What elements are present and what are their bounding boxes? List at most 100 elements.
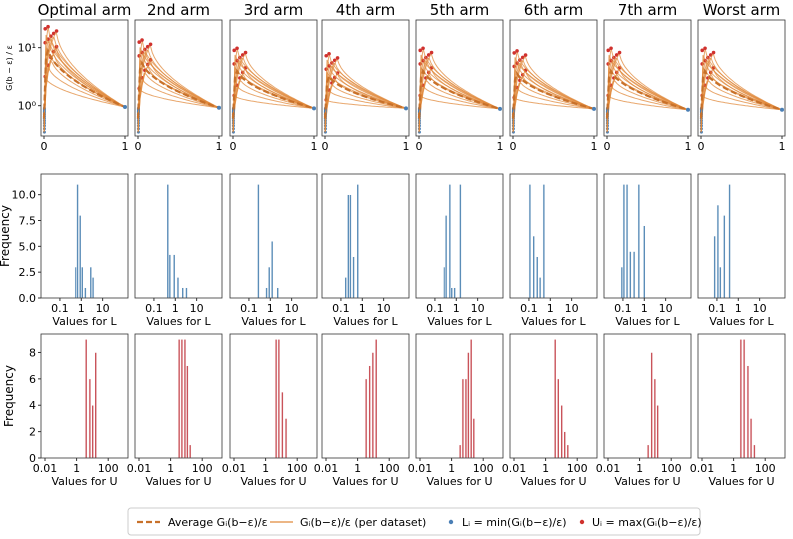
legend-label-U: Uᵢ = max(Gᵢ(b−ε)/ε) (592, 516, 702, 529)
x-tick-label: 0.01 (408, 462, 433, 475)
hist-bar (553, 338, 557, 459)
hist-bar (538, 277, 542, 299)
dataset-line (137, 39, 220, 133)
axes-frame (40, 19, 129, 137)
hist-bar (80, 266, 84, 299)
hist-bar (347, 194, 350, 299)
max-point (335, 56, 340, 60)
y-tick-label: 2 (29, 426, 36, 439)
x-tick-label: 1 (78, 302, 85, 315)
line-panel-6: 6th arm 0 1 (510, 1, 598, 153)
x-axis-label: Values for U (426, 475, 492, 488)
hist-bar (356, 184, 360, 299)
hist-bar (352, 256, 355, 299)
x-axis-label: Values for L (241, 315, 306, 328)
dataset-line (606, 95, 689, 133)
x-tick-label: 10 (471, 302, 485, 315)
hist-bar (753, 444, 756, 459)
line-panel-2: 2nd arm 0 1 (135, 1, 223, 153)
hist-bar (716, 204, 720, 299)
end-point (123, 104, 127, 109)
hist-bar (281, 391, 284, 459)
y-tick-label: 8 (29, 346, 36, 359)
max-point (232, 48, 237, 53)
hist-bar (461, 378, 465, 459)
dataset-line (418, 83, 501, 133)
x-tick-label: 0.01 (314, 462, 339, 475)
dataset-line (232, 83, 315, 133)
x-tick-label: 1 (730, 462, 737, 475)
column-title: 4th arm (336, 1, 395, 19)
x-tick-label: 10 (659, 302, 673, 315)
x-tick-label: 1 (311, 140, 318, 153)
axes-frame (134, 19, 223, 137)
x-tick-label: 1 (453, 302, 460, 315)
hist-bar (464, 378, 468, 459)
axes-frame (229, 333, 318, 459)
x-axis-label: Values for L (333, 315, 398, 328)
end-point (498, 106, 502, 111)
dataset-line (324, 53, 407, 133)
line-panel-7: 7th arm 0 1 (604, 1, 692, 153)
hist-bar (180, 338, 184, 459)
x-tick-label: 1 (73, 462, 80, 475)
legend-box (127, 507, 701, 536)
average-line (699, 68, 783, 119)
y-tick-label: 4 (29, 399, 36, 412)
column-title: 5th arm (430, 1, 489, 19)
x-tick-label: 10 (377, 302, 391, 315)
hist-bar (453, 287, 456, 299)
end-point (404, 106, 408, 111)
x-tick-label: 100 (287, 462, 308, 475)
hist-bar (267, 266, 271, 299)
hist-bar (620, 266, 624, 299)
max-point (148, 42, 153, 47)
hist-bar (274, 338, 278, 459)
series-group (323, 51, 408, 134)
x-tick-label: 0.1 (520, 302, 538, 315)
hist-bar (469, 338, 473, 459)
hist-bar (78, 215, 82, 299)
dataset-line (43, 77, 126, 133)
x-tick-label: 1 (497, 140, 504, 153)
max-point (512, 51, 517, 55)
x-tick-label: 1 (448, 462, 455, 475)
average-line (136, 60, 220, 119)
x-tick-label: 0 (604, 140, 611, 153)
max-point (609, 46, 613, 51)
hist-bar (535, 256, 539, 299)
hist-bar (653, 378, 657, 459)
dataset-line (137, 76, 220, 133)
hist-bar (450, 287, 454, 299)
x-tick-label: 0.01 (596, 462, 621, 475)
axes-frame (40, 173, 129, 299)
x-tick-label: 1 (641, 302, 648, 315)
hist-bar (181, 287, 185, 299)
x-tick-label: 0.1 (426, 302, 444, 315)
series-group (42, 24, 127, 134)
hist-bar (719, 266, 722, 299)
max-point (421, 46, 425, 51)
hist-bar (168, 254, 172, 299)
x-tick-label: 100 (98, 462, 119, 475)
dataset-line (700, 83, 783, 133)
hist-bar (276, 287, 280, 299)
end-point (592, 106, 596, 111)
average-line (511, 71, 595, 119)
x-tick-label: 0.01 (690, 462, 715, 475)
x-tick-label: 10 (285, 302, 299, 315)
x-axis-label: Values for U (520, 475, 586, 488)
x-tick-label: 0 (698, 140, 705, 153)
hist-bar (542, 184, 546, 299)
hist-bar (560, 404, 563, 459)
hist-bar (89, 266, 93, 299)
y-tick-label: 10⁰ (18, 100, 37, 113)
hist-bar (91, 277, 95, 299)
x-tick-label: 0.01 (127, 462, 152, 475)
